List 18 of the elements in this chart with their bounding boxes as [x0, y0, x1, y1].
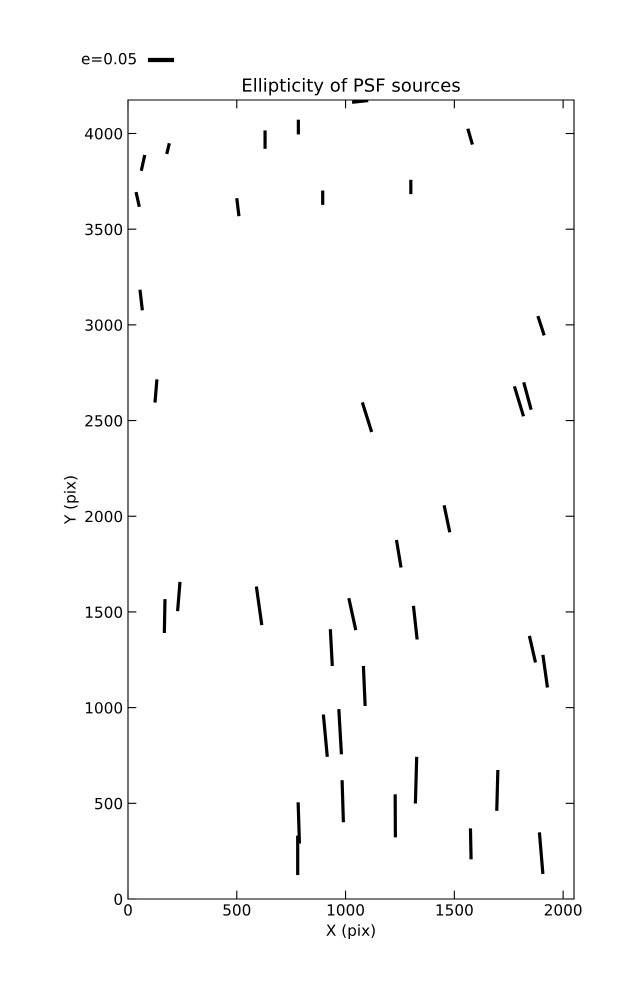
x-tick-label: 1000	[328, 904, 364, 916]
x-tick-label: 2000	[544, 904, 582, 916]
y-tick-label: 0	[114, 893, 122, 906]
y-tick-label: 1000	[86, 702, 122, 714]
chart-title: Ellipticity of PSF sources	[243, 78, 460, 96]
y-tick-label: 4000	[85, 128, 122, 140]
y-tick-label: 1500	[86, 606, 122, 618]
y-tick-label: 3500	[85, 224, 122, 236]
x-tick-label: 500	[223, 904, 250, 916]
y-tick-label: 3000	[85, 319, 122, 331]
x-axis-title: X (pix)	[326, 924, 375, 939]
y-axis-title: Y (pix)	[64, 476, 79, 524]
y-tick-label: 2000	[85, 510, 122, 522]
x-tick-label: 1500	[436, 904, 473, 916]
y-tick-label: 500	[95, 798, 122, 810]
x-tick-label: 0	[124, 904, 132, 916]
text: e=0.05	[82, 52, 136, 64]
y-tick-label: 2500	[85, 415, 122, 427]
